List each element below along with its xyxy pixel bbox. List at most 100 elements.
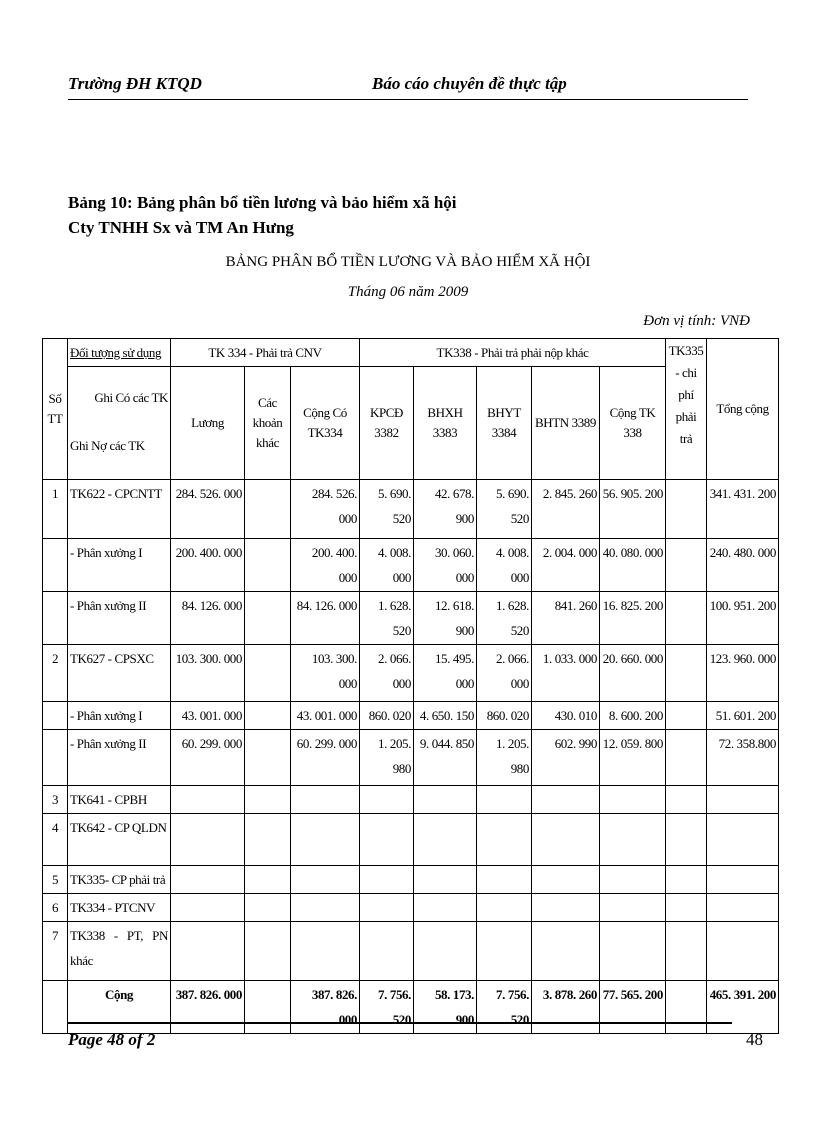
row-value: 84. 126. 000 [290, 591, 360, 645]
row-value: 20. 660. 000 [599, 644, 666, 702]
table-row: - Phân xưởng II 60. 299. 000 60. 299. 000 1… [42, 729, 779, 786]
row-value [359, 813, 414, 866]
row-value [244, 701, 291, 730]
row-value [170, 921, 245, 981]
row-name: - Phân xưởng I [67, 701, 171, 730]
row-name: TK335- CP phải trả [67, 865, 171, 894]
header-report-title: Báo cáo chuyên đề thực tập [372, 74, 567, 93]
row-value: 7. 756. 520 [476, 980, 532, 1034]
row-value: 284. 526. 000 [290, 479, 360, 539]
row-value [531, 813, 600, 866]
row-value: 1. 628. 520 [359, 591, 414, 645]
company-name: Cty TNHH Sx và TM An Hưng [68, 218, 294, 237]
row-value [244, 921, 291, 981]
row-value [665, 893, 707, 922]
row-value: 200. 400. 000 [170, 538, 245, 592]
row-value [599, 785, 666, 814]
row-value: 12. 618. 900 [413, 591, 477, 645]
header-tong: Tổng cộng [706, 338, 779, 480]
row-value: 465. 391. 200 [706, 980, 779, 1034]
row-value: 2. 066. 000 [476, 644, 532, 702]
row-value [706, 893, 779, 922]
header-divider [68, 99, 748, 100]
row-value [413, 865, 477, 894]
col-kpcd: KPCĐ 3382 [359, 366, 414, 480]
period: Tháng 06 năm 2009 [347, 284, 469, 300]
row-value [244, 591, 291, 645]
row-name: Cộng [67, 980, 171, 1034]
row-value [244, 479, 291, 539]
row-value [531, 921, 600, 981]
row-stt: 4 [42, 813, 68, 866]
row-value [706, 865, 779, 894]
row-value: 602. 990 [531, 729, 600, 786]
row-value [531, 865, 600, 894]
row-value [170, 893, 245, 922]
row-value [599, 813, 666, 866]
row-value: 30. 060. 000 [413, 538, 477, 592]
row-value: 60. 299. 000 [170, 729, 245, 786]
row-value [359, 921, 414, 981]
row-value [170, 785, 245, 814]
row-value [706, 921, 779, 981]
footer-divider [68, 1022, 732, 1024]
row-value [244, 893, 291, 922]
row-stt: 5 [42, 865, 68, 894]
table-row: - Phân xưởng I 43. 001. 000 43. 001. 000 86… [42, 701, 779, 730]
row-value [244, 644, 291, 702]
row-value [599, 865, 666, 894]
table-row: 3 TK641 - CPBH [42, 785, 779, 814]
row-value: 8. 600. 200 [599, 701, 666, 730]
row-stt [42, 980, 68, 1034]
row-name: - Phân xưởng II [67, 591, 171, 645]
col-cong-co-tk334: Cộng Có TK334 [290, 366, 360, 480]
row-value: 9. 044. 850 [413, 729, 477, 786]
row-value: 1. 033. 000 [531, 644, 600, 702]
row-value [290, 813, 360, 866]
row-value: 430. 010 [531, 701, 600, 730]
row-name: TK627 - CPSXC [67, 644, 171, 702]
col-bhtn: BHTN 3389 [531, 366, 600, 480]
table-row: 2 TK627 - CPSXC 103. 300. 000 103. 300. 000… [42, 644, 779, 702]
row-value [665, 980, 707, 1034]
row-value [413, 813, 477, 866]
currency-unit: Đơn vị tính: VNĐ [643, 313, 750, 329]
row-name: TK338 - PT, PN khác [67, 921, 171, 981]
row-value [665, 479, 707, 539]
header-stt: Số TT [42, 338, 68, 480]
row-value [476, 893, 532, 922]
row-value: 103. 300. 000 [290, 644, 360, 702]
table-row: 4 TK642 - CP QLDN [42, 813, 779, 866]
row-value: 103. 300. 000 [170, 644, 245, 702]
row-value [413, 893, 477, 922]
row-value [244, 538, 291, 592]
row-value: 15. 495. 000 [413, 644, 477, 702]
page-number: 48 [746, 1030, 763, 1049]
row-name: TK622 - CPCNTT [67, 479, 171, 539]
row-value: 284. 526. 000 [170, 479, 245, 539]
row-value: 84. 126. 000 [170, 591, 245, 645]
table-row: 6 TK334 - PTCNV [42, 893, 779, 922]
row-value: 4. 650. 150 [413, 701, 477, 730]
row-value: 341. 431. 200 [706, 479, 779, 539]
row-value: 60. 299. 000 [290, 729, 360, 786]
row-value [290, 921, 360, 981]
row-value [665, 701, 707, 730]
row-value [599, 921, 666, 981]
table-title: BẢNG PHÂN BỔ TIỀN LƯƠNG VÀ BẢO HIỂM XÃ H… [225, 254, 591, 270]
row-value [244, 813, 291, 866]
row-stt: 3 [42, 785, 68, 814]
row-value: 4. 008. 000 [359, 538, 414, 592]
row-value: 200. 400. 000 [290, 538, 360, 592]
row-value: 51. 601. 200 [706, 701, 779, 730]
row-value [665, 785, 707, 814]
row-value: 12. 059. 800 [599, 729, 666, 786]
row-value: 5. 690. 520 [359, 479, 414, 539]
col-bhyt: BHYT 3384 [476, 366, 532, 480]
row-value [413, 785, 477, 814]
row-value: 72. 358.800 [706, 729, 779, 786]
table-row: 7 TK338 - PT, PN khác [42, 921, 779, 981]
row-name: TK641 - CPBH [67, 785, 171, 814]
row-value: 43. 001. 000 [290, 701, 360, 730]
